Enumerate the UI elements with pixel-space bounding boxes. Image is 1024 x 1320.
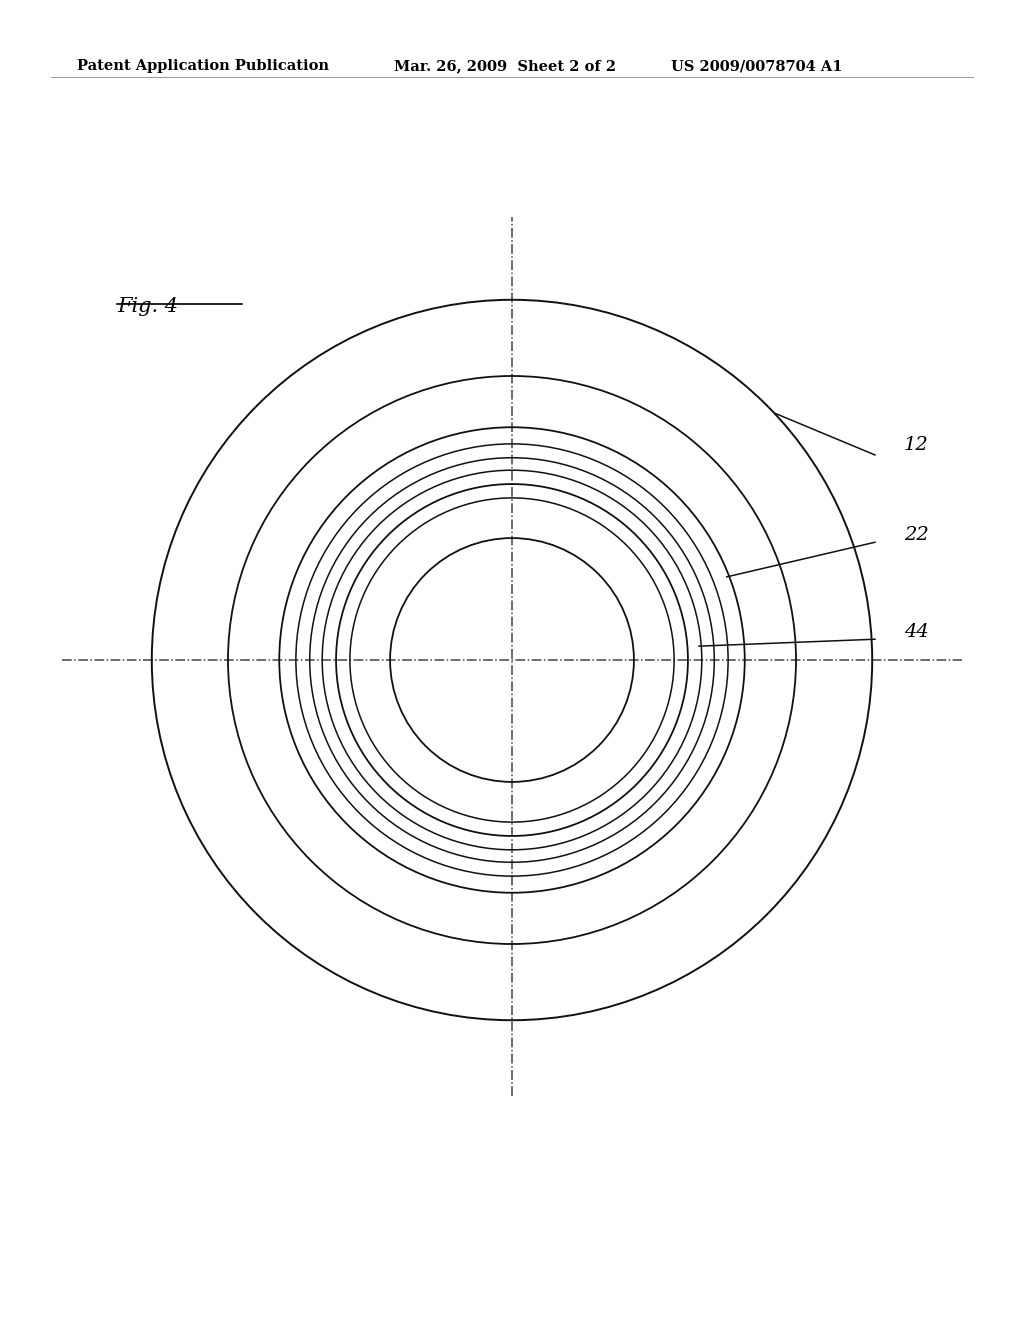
Text: Patent Application Publication: Patent Application Publication	[77, 59, 329, 74]
Text: Mar. 26, 2009  Sheet 2 of 2: Mar. 26, 2009 Sheet 2 of 2	[394, 59, 616, 74]
Text: 12: 12	[904, 437, 929, 454]
Text: Fig. 4: Fig. 4	[117, 297, 178, 315]
Text: 44: 44	[904, 623, 929, 642]
Text: 22: 22	[904, 527, 929, 544]
Text: US 2009/0078704 A1: US 2009/0078704 A1	[671, 59, 842, 74]
